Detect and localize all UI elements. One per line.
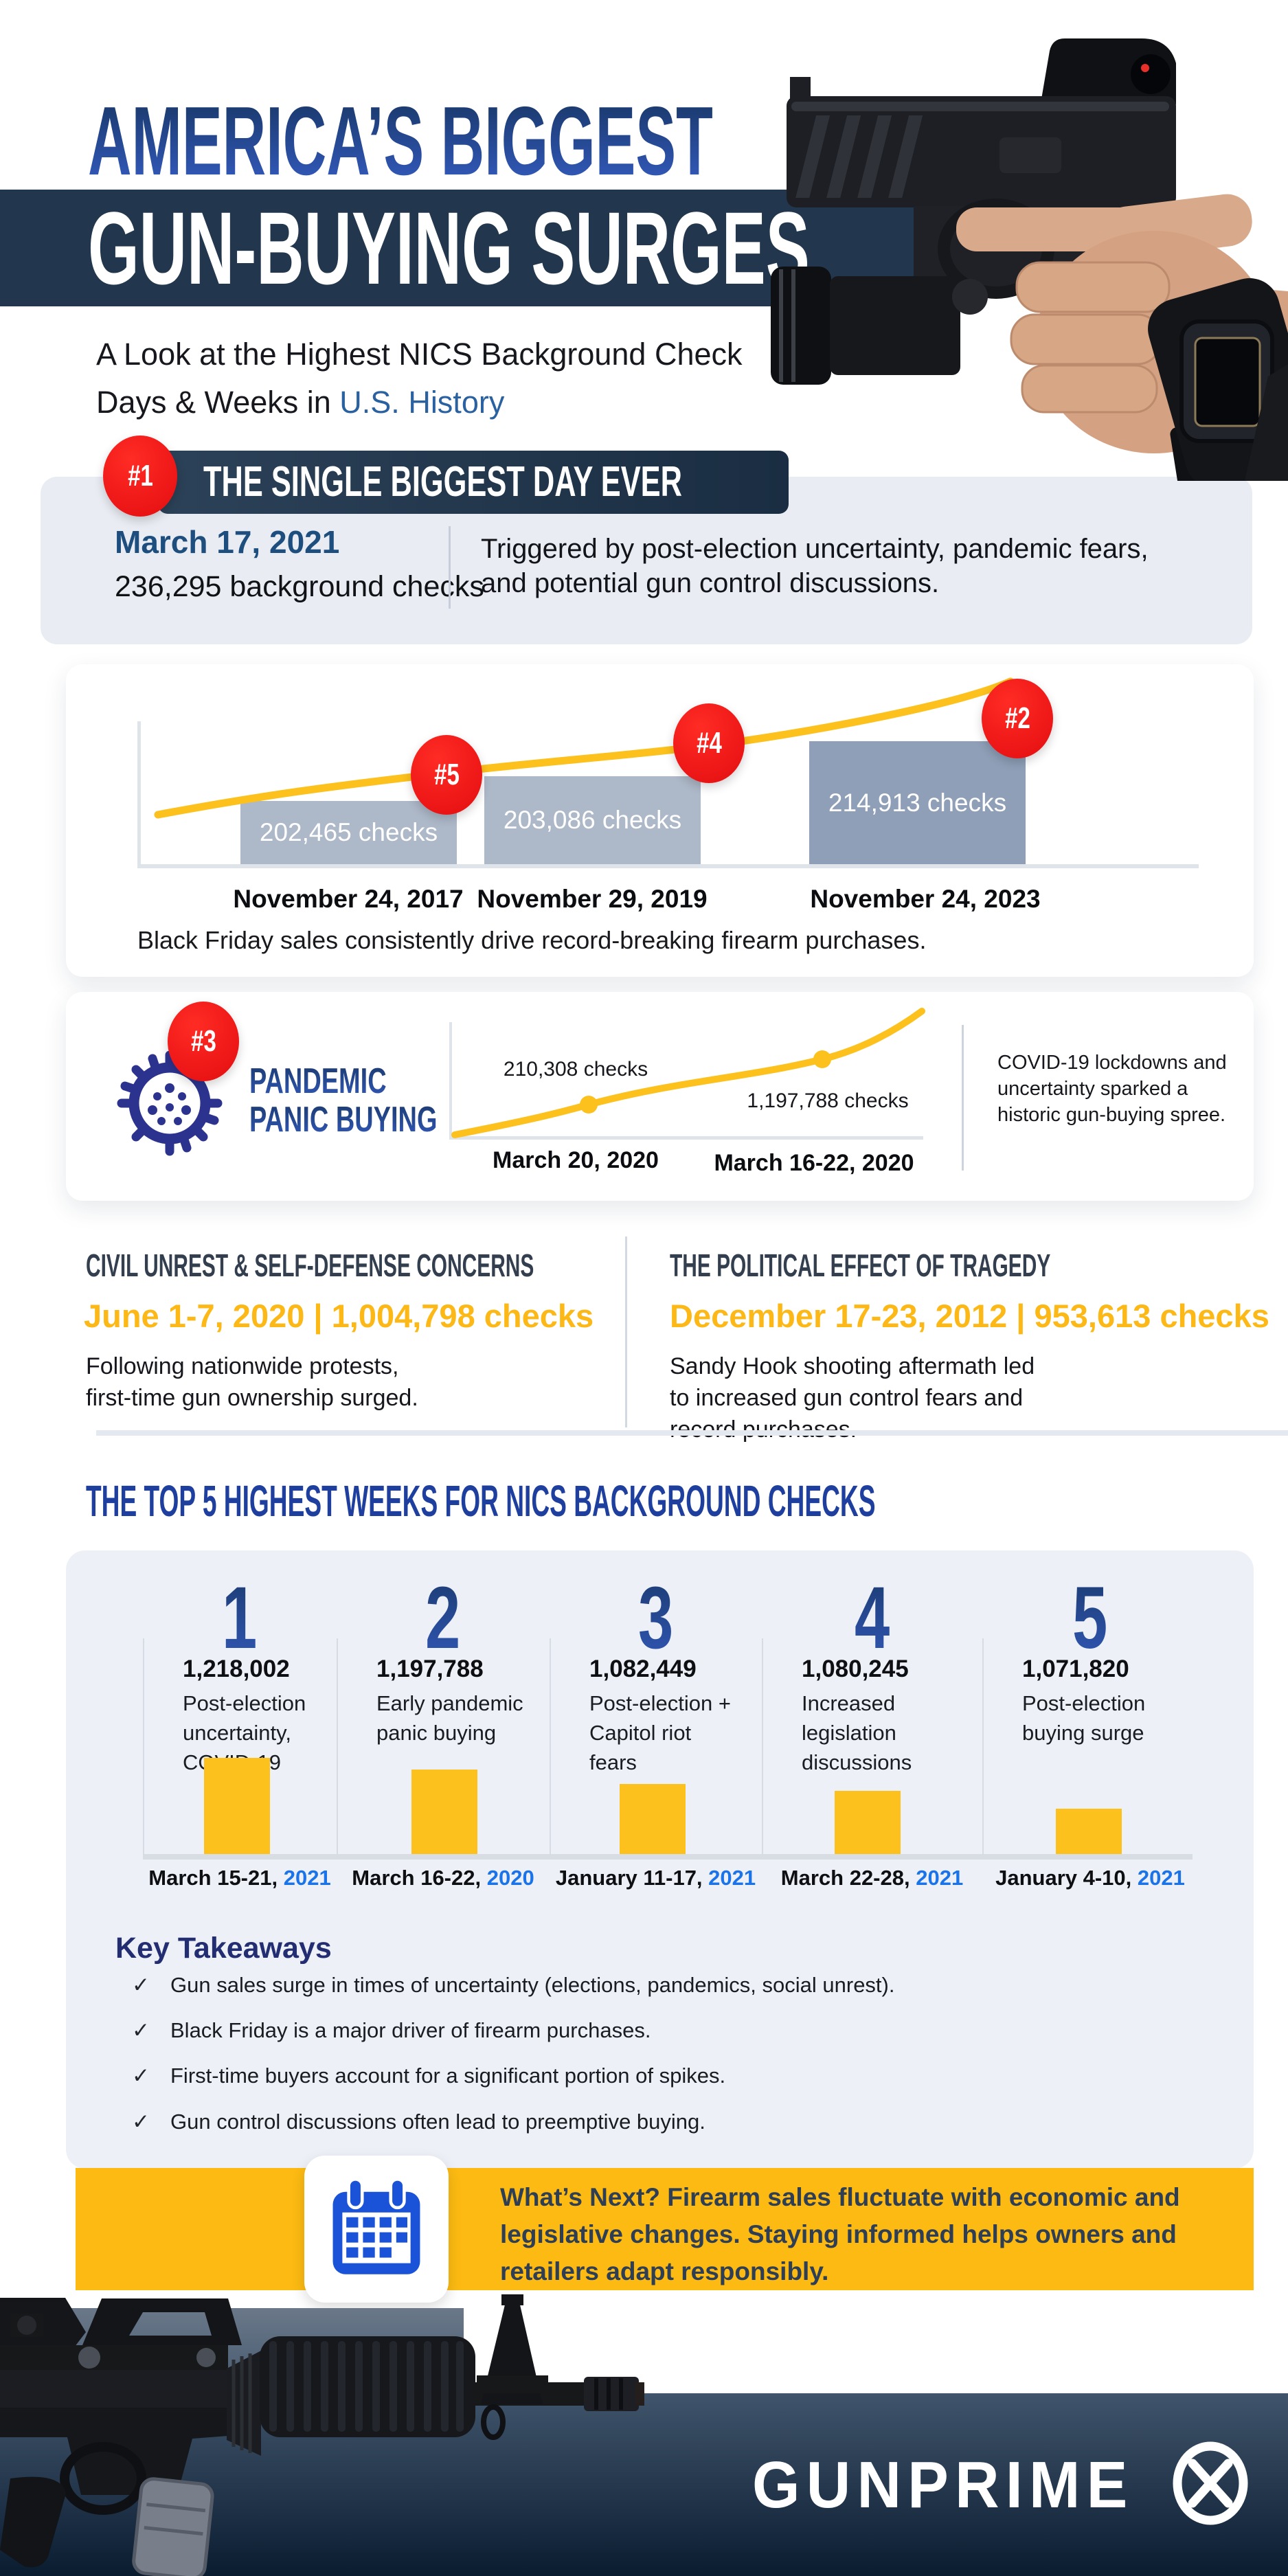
bf-baseline [137,864,1199,868]
bf-date-2017: November 24, 2017 [233,885,464,913]
top5-divider [143,1638,144,1857]
pandemic-xlabel1: March 20, 2020 [493,1147,659,1173]
bf-date-2023: November 24, 2023 [810,885,1041,913]
top5-rank-1: 1 [222,1569,258,1667]
top5-value-5: 1,071,820 [1022,1656,1129,1682]
pandemic-divider [962,1025,964,1171]
top5-bar-5 [1056,1809,1122,1855]
next-banner [76,2168,1254,2290]
top5-desc-2: Early pandemic panic buying [376,1691,523,1745]
subtitle-line1: A Look at the Highest NICS Background Ch… [96,337,743,372]
single-day-stat: 236,295 background checks [115,570,484,603]
pandemic-note: COVID-19 lockdowns and uncertainty spark… [997,1052,1227,1126]
event-left-stat: June 1-7, 2020 | 1,004,798 checks [84,1298,594,1334]
top5-rank-3: 3 [637,1569,674,1667]
top5-bar-4 [835,1791,901,1855]
top5-desc-5: Post-election buying surge [1022,1691,1146,1745]
top5-baseline [143,1854,1193,1860]
events-bottom-strip [96,1430,1288,1436]
subtitle-highlight: U.S. History [339,385,505,420]
top5-bar-2 [411,1770,477,1855]
top5-divider [982,1638,984,1857]
bf-bar-2019: 203,086 checks [484,776,701,864]
pandemic-point1-label: 210,308 checks [503,1058,648,1081]
top5-bar-3 [620,1784,686,1855]
pandemic-point2-label: 1,197,788 checks [747,1089,909,1112]
top5-year-4: 2021 [916,1866,964,1890]
event-left-body: Following nationwide protests, first-tim… [86,1353,418,1411]
footer-logo: GUNPRIME [752,2448,1134,2522]
rank-badge-1: #1 [103,436,177,517]
rank-badge-5: #5 [411,735,482,815]
takeaway-item: ✓ Gun control discussions often lead to p… [132,2110,705,2134]
top5-year-1: 2021 [283,1866,331,1890]
top5-value-4: 1,080,245 [802,1656,909,1682]
top5-value-3: 1,082,449 [589,1656,697,1682]
top5-year-5: 2021 [1137,1866,1185,1890]
pandemic-title-line1: PANDEMIC [249,1061,387,1101]
main-title-line1: AMERICA’S BIGGEST [88,87,713,196]
rank-badge-2: #2 [982,679,1053,758]
top5-desc-4: Increased legislation discussions [802,1691,912,1774]
check-icon: ✓ [132,2110,150,2134]
single-day-divider [449,526,451,609]
top5-divider [762,1638,763,1857]
rifle-photo [0,2294,644,2576]
top5-rank-5: 5 [1072,1569,1108,1667]
pandemic-y-axis [449,1022,452,1139]
logo-emblem-icon [1173,2441,1248,2525]
rank-badge-3: #3 [168,1002,239,1081]
event-right-body: Sandy Hook shooting aftermath led to inc… [670,1353,1035,1443]
top5-date-5: January 4-10, 2021 [995,1866,1185,1890]
events-center-divider [625,1236,627,1427]
top5-date-2: March 16-22, 2020 [352,1866,534,1890]
takeaway-item: ✓ Gun sales surge in times of uncertainty… [132,1973,895,1997]
bf-date-2019: November 29, 2019 [477,885,708,913]
check-icon: ✓ [132,2018,150,2042]
top5-rank-2: 2 [425,1569,461,1667]
bf-caption: Black Friday sales consistently drive re… [137,926,927,954]
takeaway-item: ✓ First-time buyers account for a signifi… [132,2064,726,2088]
top5-date-4: March 22-28, 2021 [780,1866,964,1890]
pistol-photo [771,38,1288,481]
top5-desc-3: Post-election + Capitol riot fears [589,1691,731,1774]
single-day-banner: THE SINGLE BIGGEST DAY EVER [158,451,789,514]
pandemic-card [66,992,1254,1201]
top5-year-2: 2020 [486,1866,534,1890]
top5-date-3: January 11-17, 2021 [555,1866,756,1890]
subtitle-line2: Days & Weeks in U.S. History [96,385,505,420]
top5-date-1: March 15-21, 2021 [148,1866,331,1890]
bf-bar-2023: 214,913 checks [809,741,1026,864]
bf-bar-2017: 202,465 checks [240,801,457,864]
takeaways-heading: Key Takeaways [115,1932,332,1965]
check-icon: ✓ [132,2064,150,2088]
takeaway-item: ✓ Black Friday is a major driver of firea… [132,2018,651,2042]
pandemic-curve [451,1008,925,1138]
bf-trend-curve [154,677,1015,819]
top5-bar-1 [204,1758,270,1855]
check-icon: ✓ [132,1973,150,1997]
main-title-line2: GUN-BUYING SURGES [88,190,810,306]
next-banner-text: What’s Next? Firearm sales fluctuate wit… [500,2183,1180,2285]
top5-divider [337,1638,338,1857]
top5-divider [550,1638,551,1857]
event-right-title: THE POLITICAL EFFECT OF TRAGEDY [670,1247,1051,1283]
single-day-date: March 17, 2021 [115,524,340,560]
pandemic-xlabel2: March 16-22, 2020 [714,1150,914,1176]
pandemic-title-line2: PANIC BUYING [249,1100,438,1140]
top5-year-3: 2021 [708,1866,756,1890]
event-left-title: CIVIL UNREST & SELF-DEFENSE CONCERNS [86,1247,534,1283]
top5-heading: THE TOP 5 HIGHEST WEEKS FOR NICS BACKGRO… [86,1476,876,1526]
top5-value-2: 1,197,788 [376,1656,484,1682]
rank-badge-4: #4 [673,703,745,783]
calendar-icon [332,2178,420,2274]
pandemic-baseline [449,1136,923,1140]
top5-value-1: 1,218,002 [183,1656,290,1682]
top5-card [66,1550,1254,2169]
event-right-stat: December 17-23, 2012 | 953,613 checks [670,1298,1269,1334]
bf-y-axis [137,721,141,867]
top5-rank-4: 4 [854,1569,890,1667]
single-day-description: Triggered by post-election uncertainty, … [481,534,1149,598]
